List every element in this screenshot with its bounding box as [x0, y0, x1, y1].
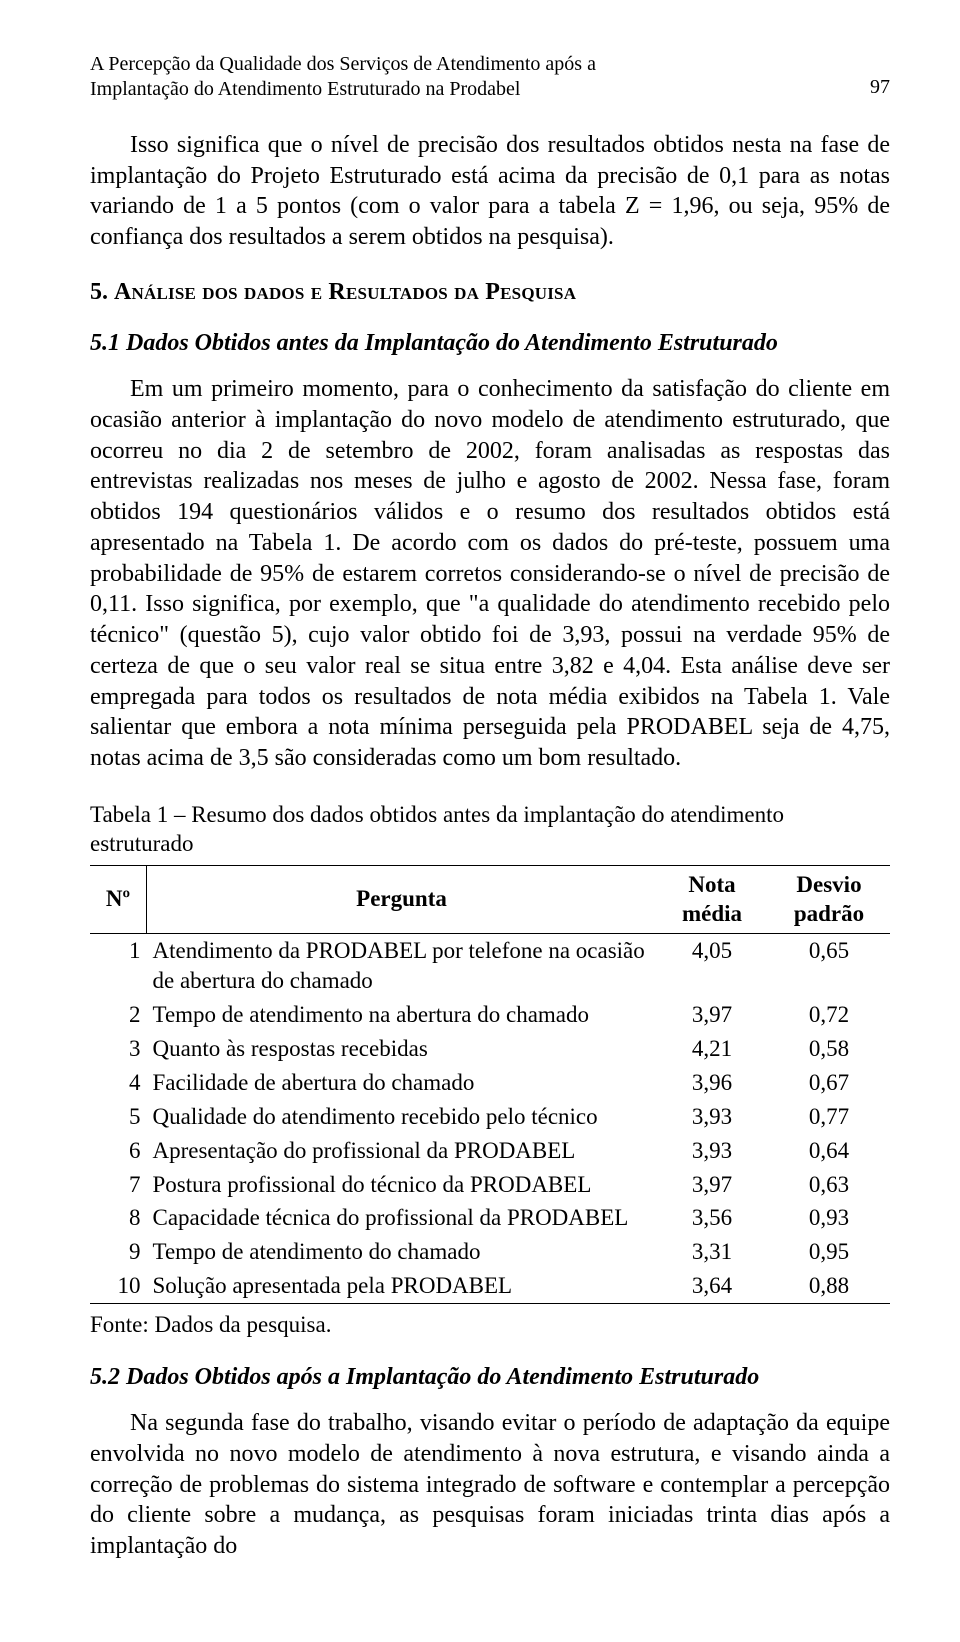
table-cell-num: 9: [90, 1235, 147, 1269]
table-1-header-nota: Nota média: [656, 865, 768, 934]
table-1: Nº Pergunta Nota média Desvio padrão 1 A…: [90, 865, 890, 1305]
table-cell-num: 2: [90, 998, 147, 1032]
running-title: A Percepção da Qualidade dos Serviços de…: [90, 52, 596, 102]
table-cell-num: 1: [90, 934, 147, 998]
table-1-header-desvio: Desvio padrão: [768, 865, 890, 934]
table-cell-num: 6: [90, 1134, 147, 1168]
table-cell-desvio: 0,58: [768, 1032, 890, 1066]
table-cell-desvio: 0,95: [768, 1235, 890, 1269]
table-row: 2 Tempo de atendimento na abertura do ch…: [90, 998, 890, 1032]
table-cell-desvio: 0,88: [768, 1269, 890, 1303]
table-cell-desvio: 0,67: [768, 1066, 890, 1100]
table-cell-pergunta: Qualidade do atendimento recebido pelo t…: [147, 1100, 657, 1134]
table-cell-pergunta: Solução apresentada pela PRODABEL: [147, 1269, 657, 1303]
table-row: 8 Capacidade técnica do profissional da …: [90, 1201, 890, 1235]
table-1-body: 1 Atendimento da PRODABEL por telefone n…: [90, 934, 890, 1304]
table-cell-desvio: 0,65: [768, 934, 890, 998]
subsection-5-2-heading: 5.2 Dados Obtidos após a Implantação do …: [90, 1362, 890, 1393]
table-cell-pergunta: Atendimento da PRODABEL por telefone na …: [147, 934, 657, 998]
paragraph-5-2: Na segunda fase do trabalho, visando evi…: [90, 1408, 890, 1562]
table-1-head: Nº Pergunta Nota média Desvio padrão: [90, 865, 890, 934]
table-cell-pergunta: Capacidade técnica do profissional da PR…: [147, 1201, 657, 1235]
table-cell-desvio: 0,63: [768, 1168, 890, 1202]
table-cell-nota: 4,21: [656, 1032, 768, 1066]
table-cell-num: 7: [90, 1168, 147, 1202]
table-cell-num: 5: [90, 1100, 147, 1134]
table-cell-desvio: 0,72: [768, 998, 890, 1032]
table-cell-nota: 3,93: [656, 1134, 768, 1168]
table-row: 1 Atendimento da PRODABEL por telefone n…: [90, 934, 890, 998]
table-cell-nota: 3,96: [656, 1066, 768, 1100]
page-number: 97: [870, 75, 890, 102]
table-row: 3 Quanto às respostas recebidas 4,21 0,5…: [90, 1032, 890, 1066]
table-row: 10 Solução apresentada pela PRODABEL 3,6…: [90, 1269, 890, 1303]
table-cell-num: 4: [90, 1066, 147, 1100]
table-row: 5 Qualidade do atendimento recebido pelo…: [90, 1100, 890, 1134]
running-title-line1: A Percepção da Qualidade dos Serviços de…: [90, 53, 596, 75]
table-cell-pergunta: Apresentação do profissional da PRODABEL: [147, 1134, 657, 1168]
paragraph-5-1: Em um primeiro momento, para o conhecime…: [90, 374, 890, 773]
table-cell-pergunta: Tempo de atendimento na abertura do cham…: [147, 998, 657, 1032]
table-cell-desvio: 0,93: [768, 1201, 890, 1235]
table-1-source: Fonte: Dados da pesquisa.: [90, 1310, 890, 1339]
table-cell-pergunta: Tempo de atendimento do chamado: [147, 1235, 657, 1269]
table-cell-nota: 3,93: [656, 1100, 768, 1134]
table-row: 4 Facilidade de abertura do chamado 3,96…: [90, 1066, 890, 1100]
table-cell-nota: 3,56: [656, 1201, 768, 1235]
table-cell-desvio: 0,77: [768, 1100, 890, 1134]
table-cell-desvio: 0,64: [768, 1134, 890, 1168]
section-5-number: 5.: [90, 279, 108, 305]
table-cell-pergunta: Postura profissional do técnico da PRODA…: [147, 1168, 657, 1202]
table-cell-nota: 3,97: [656, 998, 768, 1032]
table-row: 7 Postura profissional do técnico da PRO…: [90, 1168, 890, 1202]
table-cell-num: 3: [90, 1032, 147, 1066]
table-1-header-desvio-l2: padrão: [794, 901, 864, 926]
table-cell-nota: 3,64: [656, 1269, 768, 1303]
running-header: A Percepção da Qualidade dos Serviços de…: [90, 52, 890, 102]
table-cell-num: 8: [90, 1201, 147, 1235]
table-1-header-desvio-l1: Desvio: [796, 872, 861, 897]
table-cell-nota: 4,05: [656, 934, 768, 998]
table-cell-pergunta: Quanto às respostas recebidas: [147, 1032, 657, 1066]
running-title-line2: Implantação do Atendimento Estruturado n…: [90, 78, 520, 100]
table-cell-num: 10: [90, 1269, 147, 1303]
table-1-header-row: Nº Pergunta Nota média Desvio padrão: [90, 865, 890, 934]
subsection-5-1-heading: 5.1 Dados Obtidos antes da Implantação d…: [90, 328, 890, 359]
table-row: 9 Tempo de atendimento do chamado 3,31 0…: [90, 1235, 890, 1269]
table-row: 6 Apresentação do profissional da PRODAB…: [90, 1134, 890, 1168]
table-1-header-nota-l1: Nota: [688, 872, 735, 897]
table-1-header-pergunta: Pergunta: [147, 865, 657, 934]
table-1-header-num: Nº: [90, 865, 147, 934]
page: A Percepção da Qualidade dos Serviços de…: [0, 0, 960, 1642]
section-5-label: Análise dos dados e Resultados da Pesqui…: [114, 279, 576, 305]
table-cell-pergunta: Facilidade de abertura do chamado: [147, 1066, 657, 1100]
table-cell-nota: 3,97: [656, 1168, 768, 1202]
table-1-caption: Tabela 1 – Resumo dos dados obtidos ante…: [90, 800, 890, 859]
paragraph-intro: Isso significa que o nível de precisão d…: [90, 130, 890, 253]
table-cell-nota: 3,31: [656, 1235, 768, 1269]
table-1-header-nota-l2: média: [682, 901, 742, 926]
section-5-heading: 5. Análise dos dados e Resultados da Pes…: [90, 277, 890, 308]
